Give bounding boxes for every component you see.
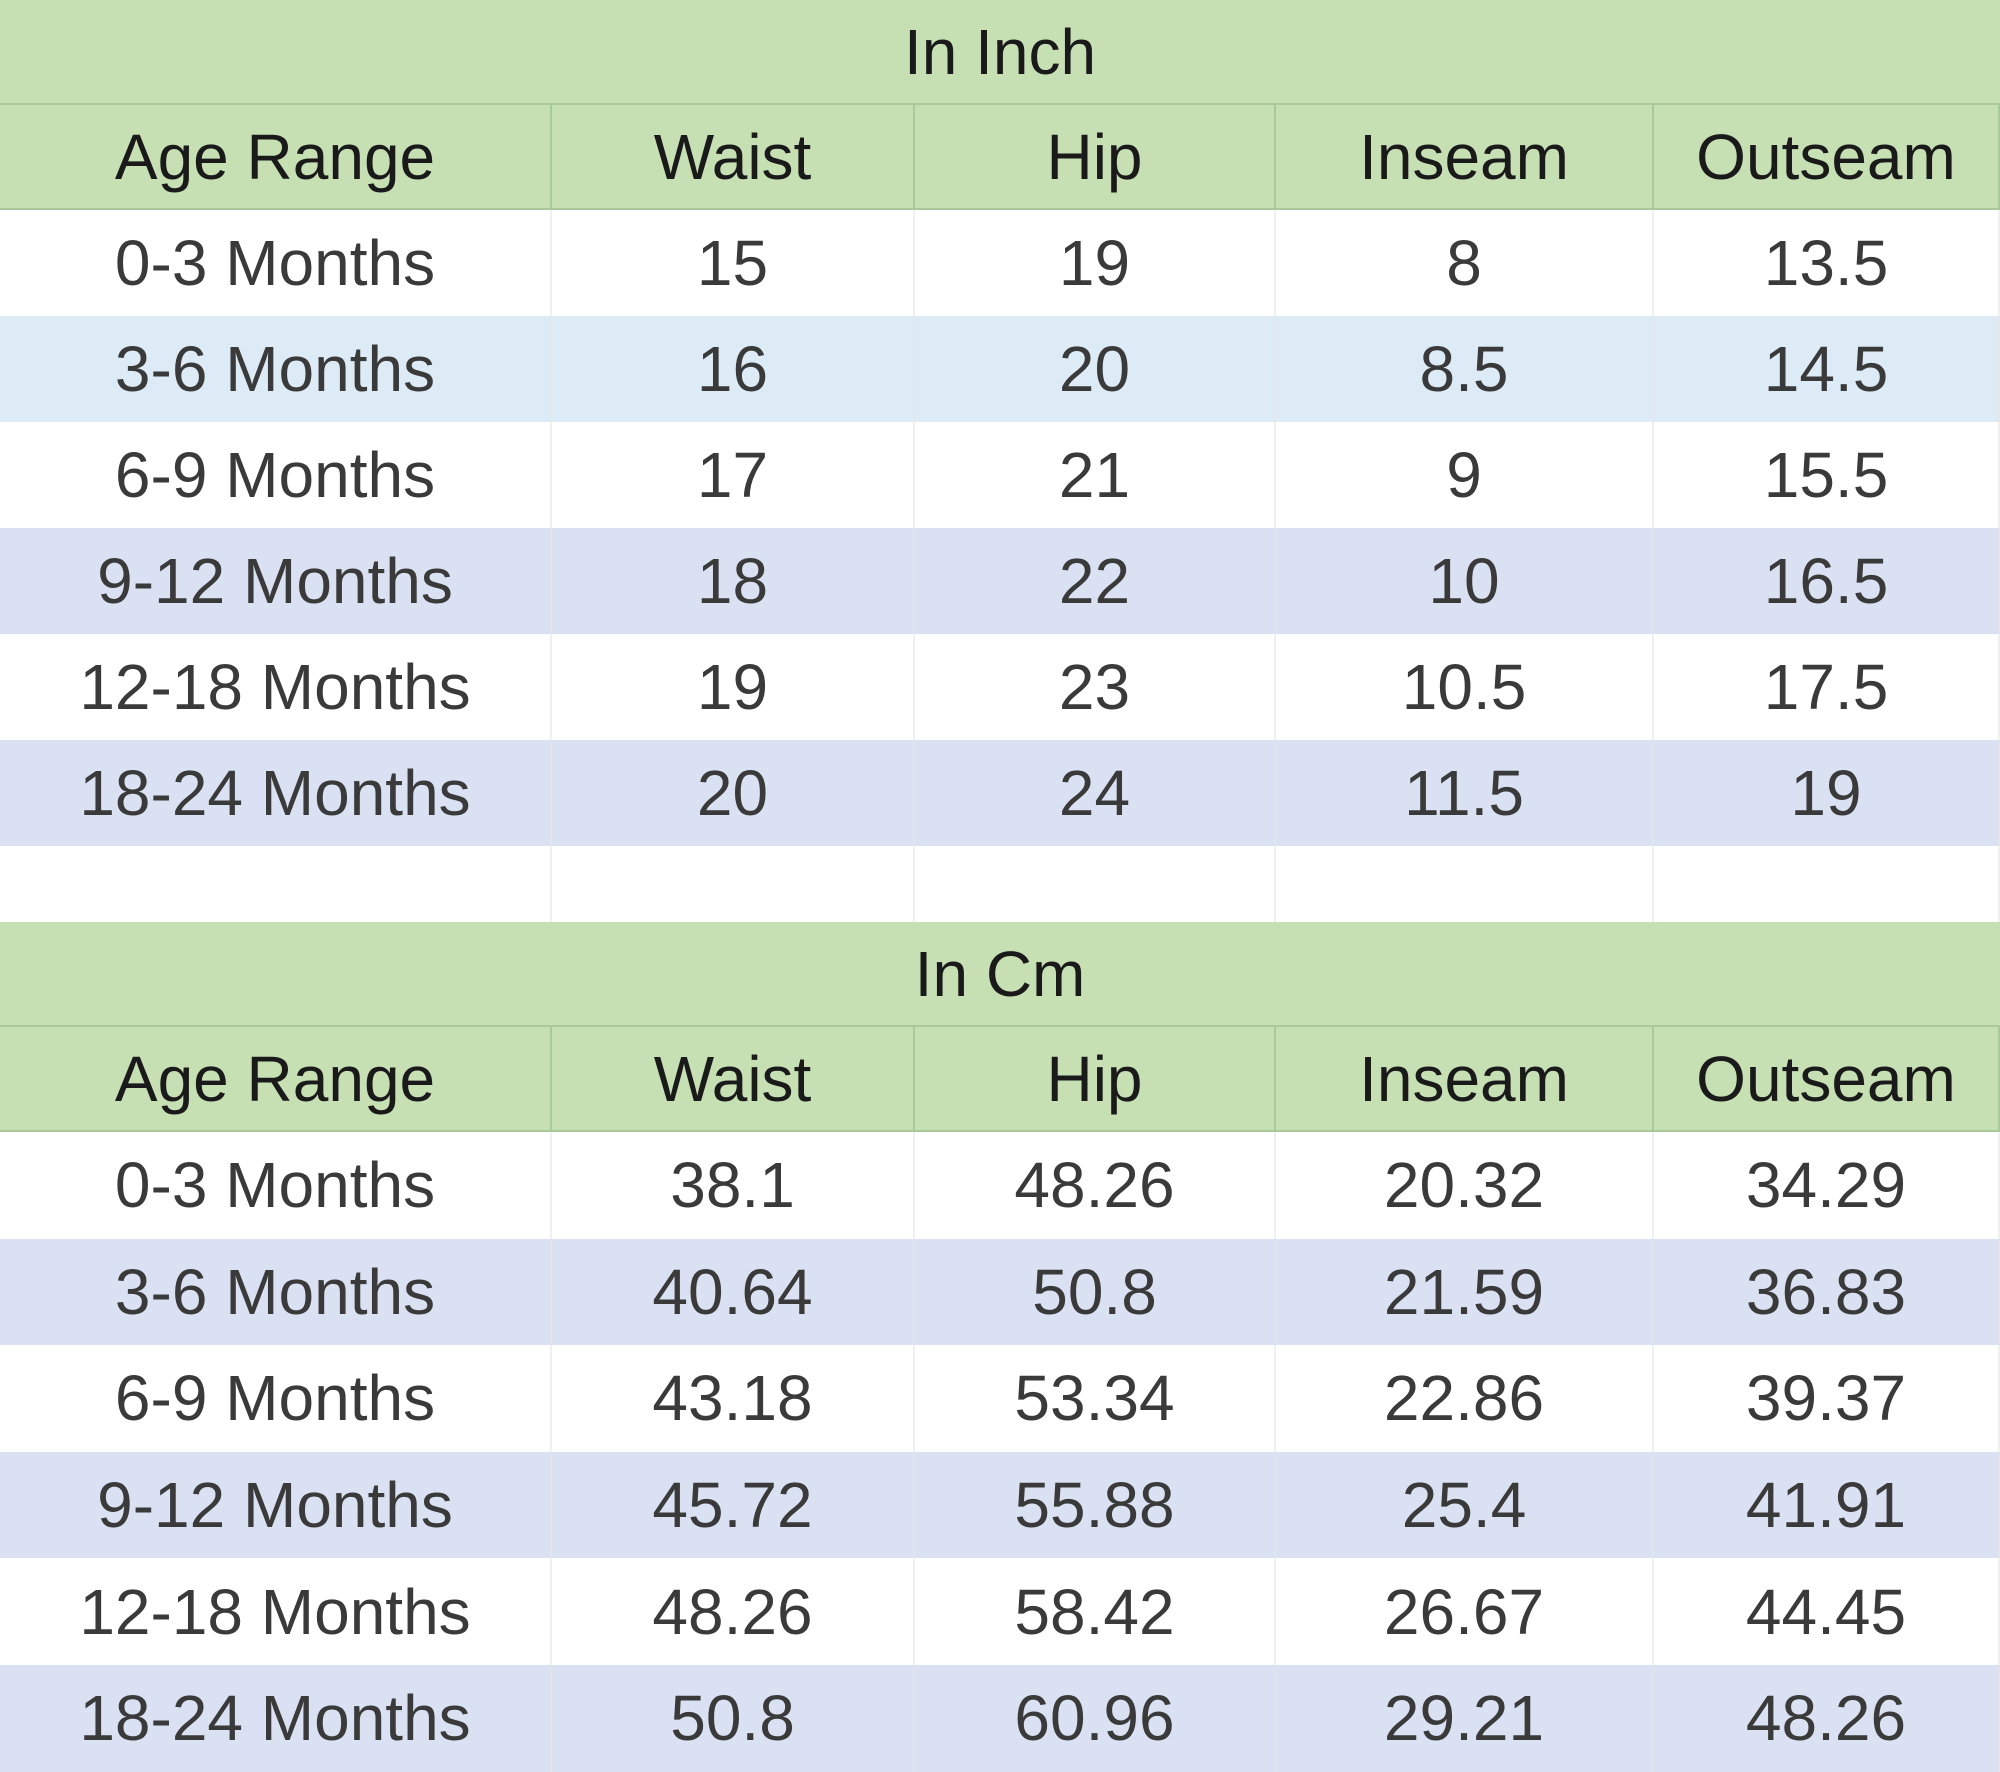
column-header: Inseam [1276,1027,1654,1130]
measurement: 11.5 [1276,740,1654,846]
data-row: 6-9 Months 43.18 53.34 22.86 39.37 [0,1345,2000,1452]
measurement: 36.83 [1654,1238,2000,1346]
measurement: 60.96 [915,1665,1276,1772]
empty-cell [552,846,915,922]
header-row: Age Range Waist Hip Inseam Outseam [0,105,2000,210]
column-header: Waist [552,1027,915,1130]
measurement: 19 [915,210,1276,316]
measurement: 48.26 [1654,1665,2000,1772]
measurement: 23 [915,634,1276,740]
data-row: 12-18 Months 19 23 10.5 17.5 [0,634,2000,740]
measurement: 48.26 [552,1558,915,1665]
measurement: 15.5 [1654,422,2000,528]
measurement: 8.5 [1276,316,1654,422]
data-row: 18-24 Months 50.8 60.96 29.21 48.26 [0,1665,2000,1772]
measurement: 19 [552,634,915,740]
age-range: 0-3 Months [0,1132,552,1239]
measurement: 29.21 [1276,1665,1654,1772]
age-range: 6-9 Months [0,1345,552,1452]
measurement: 14.5 [1654,316,2000,422]
empty-cell [1654,846,2000,922]
measurement: 43.18 [552,1345,915,1452]
column-header: Hip [915,105,1276,208]
measurement: 50.8 [915,1238,1276,1346]
measurement: 38.1 [552,1132,915,1239]
data-row: 9-12 Months 45.72 55.88 25.4 41.91 [0,1451,2000,1559]
measurement: 17 [552,422,915,528]
header-row: Age Range Waist Hip Inseam Outseam [0,1027,2000,1132]
measurement: 20 [552,740,915,846]
age-range: 3-6 Months [0,316,552,422]
column-header: Age Range [0,105,552,208]
data-row: 3-6 Months 40.64 50.8 21.59 36.83 [0,1238,2000,1346]
table-title: In Cm [0,922,2000,1027]
measurement: 8 [1276,210,1654,316]
column-header: Age Range [0,1027,552,1130]
measurement: 39.37 [1654,1345,2000,1452]
measurement: 53.34 [915,1345,1276,1452]
measurement: 24 [915,740,1276,846]
measurement: 58.42 [915,1558,1276,1665]
empty-cell [1276,846,1654,922]
column-header: Waist [552,105,915,208]
measurement: 10.5 [1276,634,1654,740]
measurement: 21.59 [1276,1238,1654,1346]
measurement: 20.32 [1276,1132,1654,1239]
measurement: 26.67 [1276,1558,1654,1665]
measurement: 45.72 [552,1451,915,1559]
age-range: 6-9 Months [0,422,552,528]
measurement: 17.5 [1654,634,2000,740]
age-range: 18-24 Months [0,740,552,846]
measurement: 55.88 [915,1451,1276,1559]
column-header: Inseam [1276,105,1654,208]
measurement: 9 [1276,422,1654,528]
measurement: 40.64 [552,1238,915,1346]
measurement: 13.5 [1654,210,2000,316]
data-row: 9-12 Months 18 22 10 16.5 [0,528,2000,634]
empty-cell [0,846,552,922]
age-range: 12-18 Months [0,1558,552,1665]
age-range: 9-12 Months [0,528,552,634]
age-range: 18-24 Months [0,1665,552,1772]
age-range: 12-18 Months [0,634,552,740]
data-row: 3-6 Months 16 20 8.5 14.5 [0,316,2000,422]
measurement: 15 [552,210,915,316]
measurement: 22.86 [1276,1345,1654,1452]
measurement: 22 [915,528,1276,634]
table-title: In Inch [0,0,2000,105]
column-header: Outseam [1654,1027,2000,1130]
measurement: 41.91 [1654,1451,2000,1559]
data-row: 0-3 Months 15 19 8 13.5 [0,210,2000,316]
empty-cell [915,846,1276,922]
spacer-row [0,846,2000,922]
measurement: 18 [552,528,915,634]
data-row: 12-18 Months 48.26 58.42 26.67 44.45 [0,1558,2000,1665]
measurement: 25.4 [1276,1451,1654,1559]
measurement: 16 [552,316,915,422]
age-range: 0-3 Months [0,210,552,316]
measurement: 48.26 [915,1132,1276,1239]
measurement: 21 [915,422,1276,528]
measurement: 50.8 [552,1665,915,1772]
age-range: 9-12 Months [0,1451,552,1559]
measurement: 19 [1654,740,2000,846]
data-row: 18-24 Months 20 24 11.5 19 [0,740,2000,846]
data-row: 6-9 Months 17 21 9 15.5 [0,422,2000,528]
measurement: 16.5 [1654,528,2000,634]
measurement: 34.29 [1654,1132,2000,1239]
column-header: Outseam [1654,105,2000,208]
measurement: 44.45 [1654,1558,2000,1665]
measurement: 10 [1276,528,1654,634]
measurement: 20 [915,316,1276,422]
age-range: 3-6 Months [0,1238,552,1346]
column-header: Hip [915,1027,1276,1130]
data-row: 0-3 Months 38.1 48.26 20.32 34.29 [0,1132,2000,1239]
